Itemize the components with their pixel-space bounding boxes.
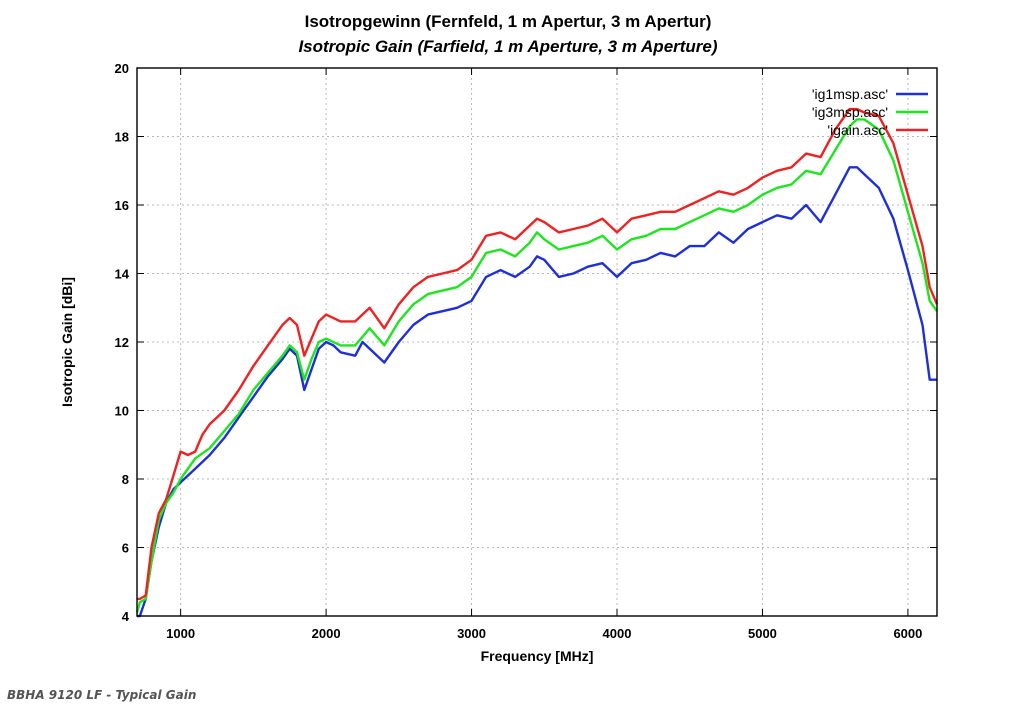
x-axis-label: Frequency [MHz] [481, 648, 594, 664]
x-tick-label: 3000 [457, 626, 486, 641]
chart-subtitle: Isotropic Gain (Farfield, 1 m Aperture, … [298, 37, 717, 56]
legend-label-3: 'igain.asc' [827, 122, 888, 138]
legend-label-2: 'ig3msp.asc' [812, 104, 888, 120]
series-line-1 [137, 166, 937, 618]
x-tick-label: 1000 [166, 626, 195, 641]
legend-label-1: 'ig1msp.asc' [812, 86, 888, 102]
x-tick-label: 6000 [893, 626, 922, 641]
grid [137, 68, 937, 616]
ticks: 1000 2000 3000 4000 5000 6000 4 6 8 10 12 14 16 18 20 [115, 61, 937, 641]
chart-svg: Isotropgewinn (Fernfeld, 1 m Apertur, 3 … [59, 12, 939, 664]
y-tick-label: 12 [115, 335, 129, 350]
y-tick-label: 14 [115, 267, 130, 282]
y-axis-label: Isotropic Gain [dBi] [59, 277, 75, 407]
y-tick-label: 16 [115, 198, 129, 213]
x-tick-label: 2000 [312, 626, 341, 641]
chart-title: Isotropgewinn (Fernfeld, 1 m Apertur, 3 … [305, 12, 712, 31]
y-tick-label: 10 [115, 404, 129, 419]
y-tick-label: 20 [115, 61, 129, 76]
figure-caption: BBHA 9120 LF - Typical Gain [7, 688, 197, 702]
series-line-3 [137, 107, 939, 601]
x-tick-label: 4000 [603, 626, 632, 641]
series-line-2 [135, 118, 938, 613]
y-tick-label: 8 [122, 472, 129, 487]
y-tick-label: 6 [122, 541, 129, 556]
y-tick-label: 18 [115, 130, 129, 145]
legend: 'ig1msp.asc' 'ig3msp.asc' 'igain.asc' [812, 86, 928, 138]
series-lines [135, 107, 939, 618]
y-tick-label: 4 [122, 609, 130, 624]
x-tick-label: 5000 [748, 626, 777, 641]
